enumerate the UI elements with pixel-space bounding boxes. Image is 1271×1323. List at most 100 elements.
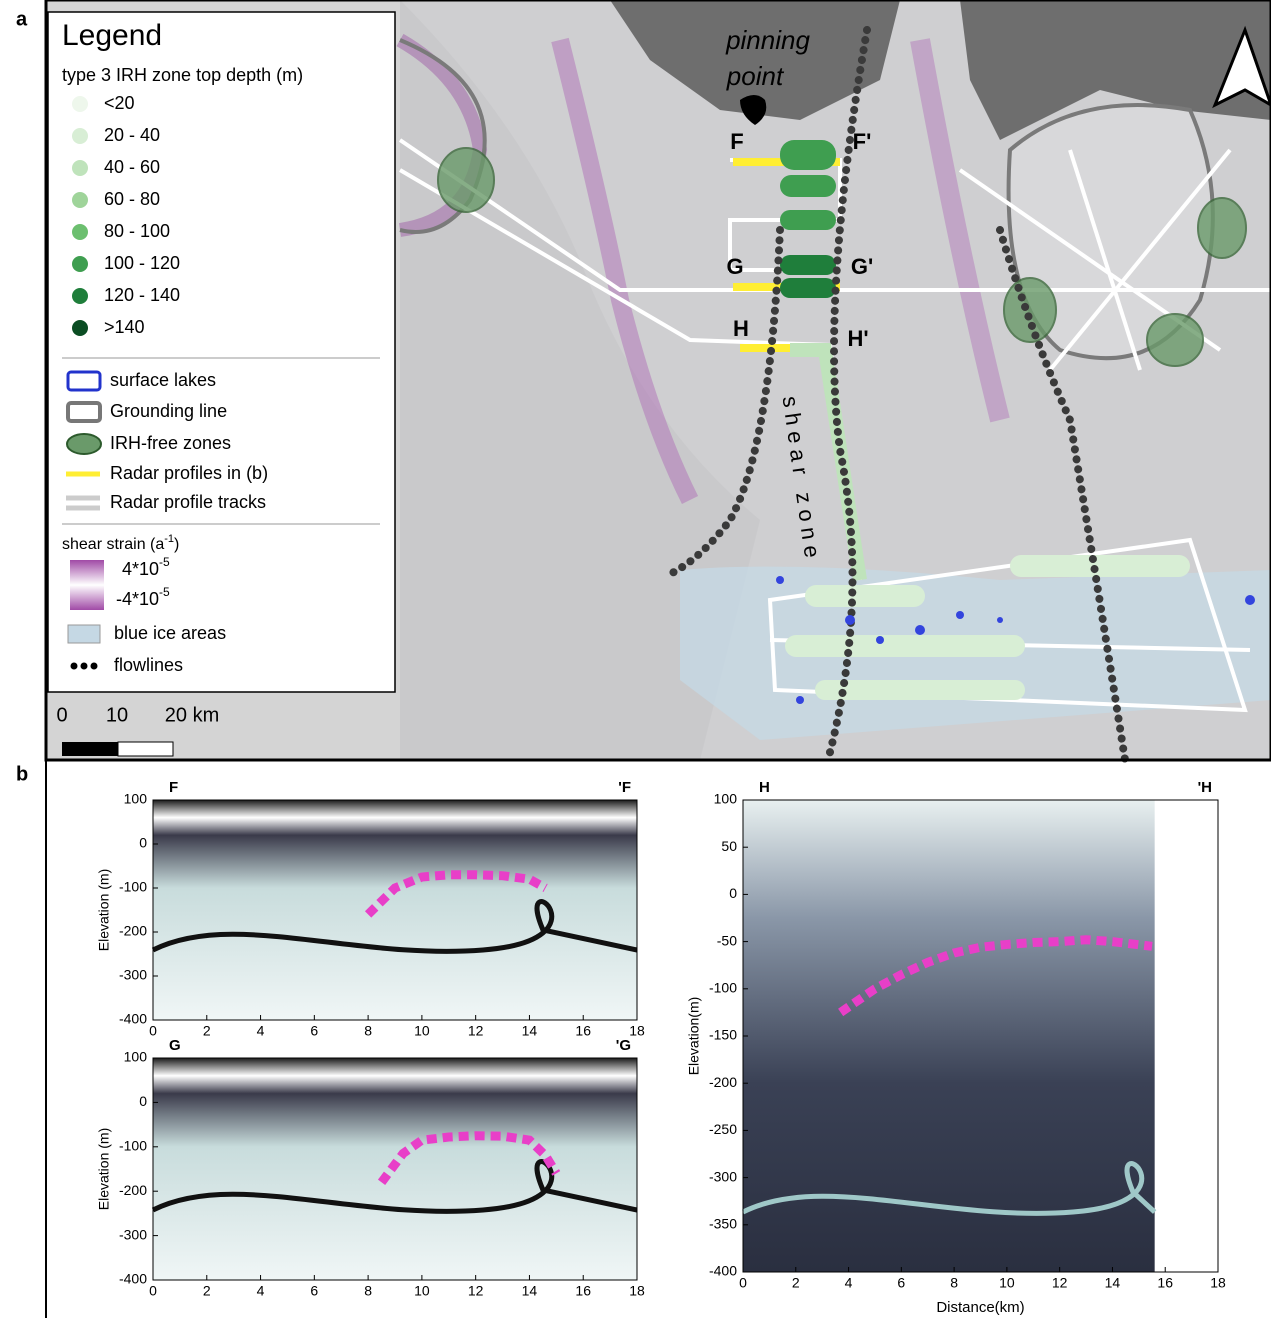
map-label: H' (847, 326, 868, 351)
legend-item: >140 (104, 317, 145, 337)
y-tick-label: 100 (124, 791, 148, 807)
y-tick-label: 0 (139, 1093, 147, 1109)
x-tick-label: 10 (414, 1283, 430, 1299)
legend-symbol (66, 401, 102, 423)
y-tick-label: -100 (119, 879, 147, 895)
y-tick-label: -150 (709, 1027, 737, 1043)
x-tick-label: 6 (310, 1283, 318, 1299)
legend-swatch (72, 128, 88, 144)
strain-high: 4*10 (122, 559, 159, 579)
x-tick-label: 10 (414, 1023, 430, 1039)
x-tick-label: 2 (203, 1023, 211, 1039)
strain-close: ) (174, 536, 179, 553)
map-label: pinning (725, 25, 810, 55)
x-tick-label: 18 (629, 1023, 645, 1039)
x-tick-label: 4 (845, 1275, 853, 1291)
panel-label: a (16, 8, 28, 30)
chart-title-right: 'H (1198, 779, 1212, 796)
y-tick-label: -250 (709, 1121, 737, 1137)
scale-label: 10 (106, 704, 128, 726)
legend-item: Grounding line (110, 401, 227, 421)
legend-item: 40 - 60 (104, 157, 160, 177)
map: pinning point F F' G G' H H' shear zone (44, 0, 1271, 764)
y-tick-label: -100 (709, 980, 737, 996)
y-axis-label: Elevation (m) (96, 869, 112, 951)
legend-item: 20 - 40 (104, 125, 160, 145)
x-tick-label: 2 (203, 1283, 211, 1299)
map-frame (44, 0, 1271, 762)
x-tick-label: 4 (257, 1283, 265, 1299)
legend-item: surface lakes (110, 370, 216, 390)
y-tick-label: -200 (119, 923, 147, 939)
x-tick-label: 18 (629, 1283, 645, 1299)
x-tick-label: 6 (897, 1275, 905, 1291)
chart-title-right: 'F (618, 779, 631, 796)
legend-swatch (72, 256, 88, 272)
x-tick-label: 0 (149, 1023, 157, 1039)
legend-swatch (72, 96, 88, 112)
bed-reflector (151, 899, 638, 954)
y-tick-label: -300 (709, 1168, 737, 1184)
x-tick-label: 18 (1210, 1275, 1226, 1291)
legend-swatch (72, 192, 88, 208)
panel-label: b (16, 763, 28, 785)
y-tick-label: -200 (119, 1182, 147, 1198)
legend-item: <20 (104, 93, 135, 113)
legend-item: -4*10-5 (116, 585, 170, 609)
y-tick-label: -50 (717, 932, 737, 948)
y-tick-label: -350 (709, 1216, 737, 1232)
legend-swatch (72, 224, 88, 240)
x-tick-label: 4 (257, 1023, 265, 1039)
x-tick-label: 8 (950, 1275, 958, 1291)
scale-bar (117, 741, 174, 757)
legend: Legend type 3 IRH zone top depth (m) sur… (47, 11, 396, 757)
y-tick-label: -100 (119, 1138, 147, 1154)
x-tick-label: 8 (364, 1023, 372, 1039)
y-tick-label: 100 (124, 1049, 148, 1065)
x-tick-label: 14 (522, 1283, 538, 1299)
y-tick-label: 0 (139, 835, 147, 851)
legend-item: 100 - 120 (104, 253, 180, 273)
legend-swatch (72, 160, 88, 176)
legend-item: blue ice areas (114, 623, 226, 643)
scale-label: 0 (56, 704, 67, 726)
legend-item: 4*10-5 (122, 555, 170, 579)
flowlines (664, 26, 1129, 764)
chart-title: F (169, 779, 178, 796)
y-tick-label: 100 (714, 791, 738, 807)
x-tick-label: 12 (468, 1283, 484, 1299)
chart-title: G (169, 1037, 181, 1054)
surface-lakes (776, 576, 1255, 704)
x-tick-label: 16 (575, 1023, 591, 1039)
x-tick-label: 12 (468, 1023, 484, 1039)
map-label: F (730, 129, 743, 154)
map-label: G (726, 254, 743, 279)
legend-item: 60 - 80 (104, 189, 160, 209)
legend-item: Radar profiles in (b) (110, 463, 268, 483)
plot-frame (152, 799, 638, 1021)
superscript: -1 (164, 533, 174, 545)
x-tick-label: 14 (1105, 1275, 1121, 1291)
shear-band (910, 38, 1010, 423)
legend-item: IRH-free zones (110, 433, 231, 453)
x-tick-label: 16 (1157, 1275, 1173, 1291)
y-tick-label: -200 (709, 1074, 737, 1090)
x-tick-label: 12 (1052, 1275, 1068, 1291)
legend-symbol (66, 370, 102, 392)
north-arrow (1212, 25, 1271, 109)
x-tick-label: 0 (149, 1283, 157, 1299)
x-tick-label: 14 (522, 1023, 538, 1039)
x-tick-label: 0 (739, 1275, 747, 1291)
rock-outcrop (960, 0, 1271, 140)
pinning-point-shape (740, 95, 767, 125)
annotation-line (838, 935, 1153, 1017)
map-label: F' (853, 129, 872, 154)
shear-band (396, 33, 488, 237)
bed-reflector (151, 1159, 638, 1214)
legend-title: Legend (62, 19, 162, 52)
strain-low: -4*10 (116, 589, 159, 609)
irh-free-zones (437, 147, 1247, 367)
map-label: G' (851, 254, 873, 279)
plot-frame (152, 1057, 638, 1281)
legend-item: 80 - 100 (104, 221, 170, 241)
